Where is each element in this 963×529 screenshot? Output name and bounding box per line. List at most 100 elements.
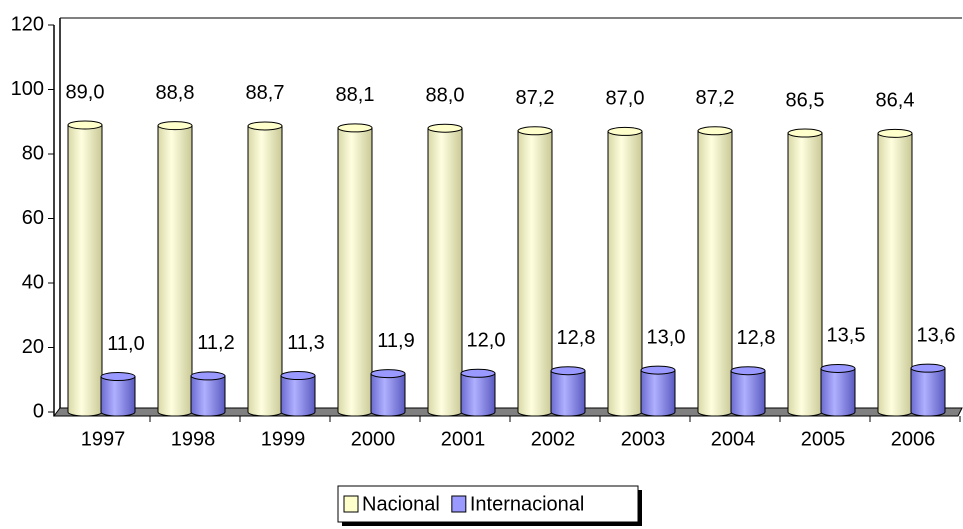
value-label: 13,5 [827, 325, 866, 347]
bar [100, 372, 136, 417]
x-tick-label: 1998 [171, 428, 216, 450]
bar-top [877, 128, 913, 138]
value-label: 86,4 [876, 90, 915, 112]
bar-body [787, 132, 823, 417]
bar [190, 371, 226, 417]
bar [787, 128, 823, 417]
bar [550, 366, 586, 417]
bar-top [910, 363, 946, 373]
bar [280, 371, 316, 417]
bar-body [427, 127, 463, 417]
bar-top [190, 371, 226, 381]
bar-body [820, 367, 856, 417]
bar-body [337, 127, 373, 417]
value-label: 87,2 [516, 87, 555, 109]
x-tick-label: 2000 [351, 428, 396, 450]
bar-body [190, 375, 226, 417]
bar [820, 363, 856, 417]
bar-top [100, 372, 136, 382]
bar-top [337, 123, 373, 133]
bar-body [100, 376, 136, 417]
bar-body [550, 370, 586, 417]
bar-body [640, 369, 676, 417]
bar [67, 120, 103, 417]
y-tick-label: 60 [22, 207, 44, 229]
bar-top [427, 123, 463, 133]
legend-label: Nacional [362, 493, 440, 515]
bar-body [607, 130, 643, 417]
x-tick-label: 2005 [801, 428, 846, 450]
value-label: 13,6 [917, 324, 956, 346]
y-tick-label: 40 [22, 271, 44, 293]
legend-swatch [451, 495, 467, 513]
bar-top [280, 371, 316, 381]
bar-top [787, 128, 823, 138]
x-tick-label: 2003 [621, 428, 666, 450]
value-label: 87,0 [606, 88, 645, 110]
bar-top [607, 126, 643, 136]
value-label: 88,7 [246, 82, 285, 104]
x-tick-label: 1997 [81, 428, 126, 450]
value-label: 11,9 [377, 330, 414, 352]
value-label: 88,8 [156, 82, 195, 104]
bar-top [67, 120, 103, 130]
bar-body [67, 124, 103, 417]
y-tick-label: 100 [11, 78, 44, 100]
bar-top [157, 121, 193, 131]
value-label: 88,1 [336, 84, 375, 106]
bar [877, 128, 913, 417]
bar-top [730, 366, 766, 376]
legend-swatch [343, 495, 359, 513]
bar-top [517, 126, 553, 136]
bar-body [877, 132, 913, 417]
y-tick-label: 0 [33, 400, 44, 422]
value-label: 11,2 [197, 332, 234, 354]
bar [697, 126, 733, 417]
bar-body [280, 375, 316, 417]
x-tick-label: 2004 [711, 428, 756, 450]
bar-top [640, 365, 676, 375]
bar [517, 126, 553, 417]
bar [607, 126, 643, 417]
y-tick-label: 120 [11, 13, 44, 35]
value-label: 11,3 [287, 332, 324, 354]
value-label: 12,8 [557, 327, 596, 349]
bar-body [517, 130, 553, 417]
bar-body [247, 125, 283, 417]
value-label: 87,2 [696, 87, 735, 109]
bar-top [247, 121, 283, 131]
bar [370, 369, 406, 417]
bar [427, 123, 463, 417]
x-tick-label: 2006 [891, 428, 936, 450]
bar [337, 123, 373, 417]
bar-top [370, 369, 406, 379]
value-label: 88,0 [426, 84, 465, 106]
value-label: 12,8 [737, 327, 776, 349]
value-label: 12,0 [467, 330, 506, 352]
bar-body [460, 372, 496, 417]
bar-top [820, 363, 856, 373]
bar-top [460, 368, 496, 378]
value-label: 86,5 [786, 89, 825, 111]
bar [730, 366, 766, 417]
value-label: 13,0 [647, 326, 686, 348]
bar-top [697, 126, 733, 136]
legend-label: Internacional [470, 493, 585, 515]
bar [460, 368, 496, 417]
bar [157, 121, 193, 417]
y-tick-label: 80 [22, 142, 44, 164]
x-tick-label: 2001 [441, 428, 486, 450]
legend [337, 485, 639, 523]
bar [247, 121, 283, 417]
bar-body [910, 367, 946, 417]
bar [640, 365, 676, 417]
bar-body [697, 130, 733, 417]
x-tick-label: 2002 [531, 428, 576, 450]
value-label: 89,0 [66, 81, 105, 103]
bar [910, 363, 946, 417]
bar-body [370, 373, 406, 417]
y-tick-label: 20 [22, 336, 44, 358]
bar-top [550, 366, 586, 376]
bar-body [157, 125, 193, 417]
